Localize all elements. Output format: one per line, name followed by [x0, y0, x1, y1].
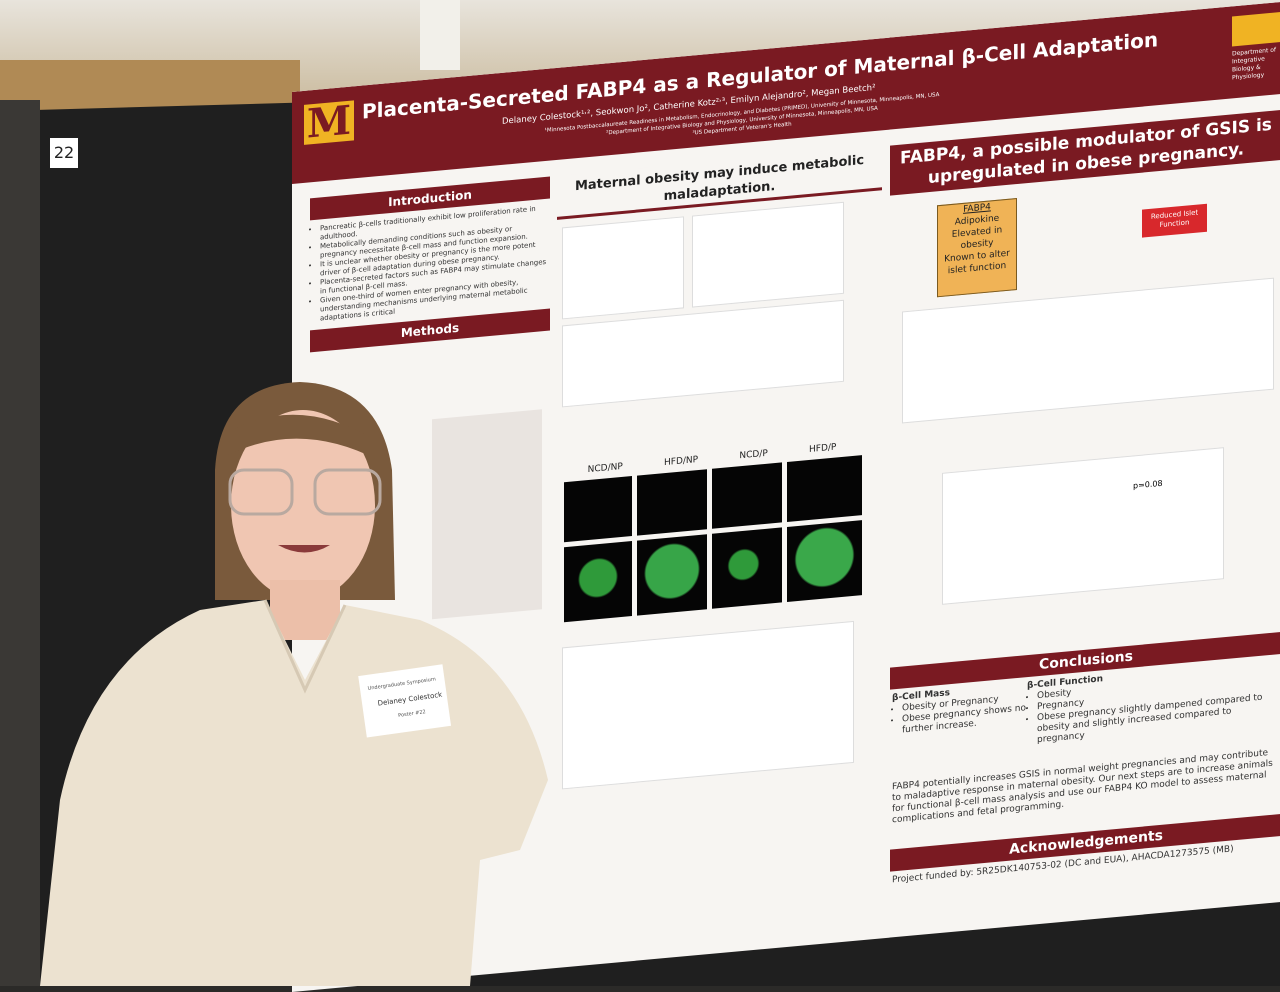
hair-fringe [228, 414, 378, 460]
glasses [228, 468, 294, 516]
collar [263, 599, 347, 694]
board-number: 22 [50, 138, 78, 168]
shirt [40, 600, 548, 986]
wood-wall [0, 60, 300, 110]
face [231, 410, 375, 600]
name-badge: Undergraduate Symposium Delaney Colestoc… [358, 664, 452, 738]
mouth [278, 545, 330, 553]
badge-role: Poster #22 [398, 709, 426, 719]
pillar [420, 0, 460, 70]
neck [270, 580, 340, 640]
floor-side [0, 100, 40, 986]
glasses [313, 468, 382, 516]
